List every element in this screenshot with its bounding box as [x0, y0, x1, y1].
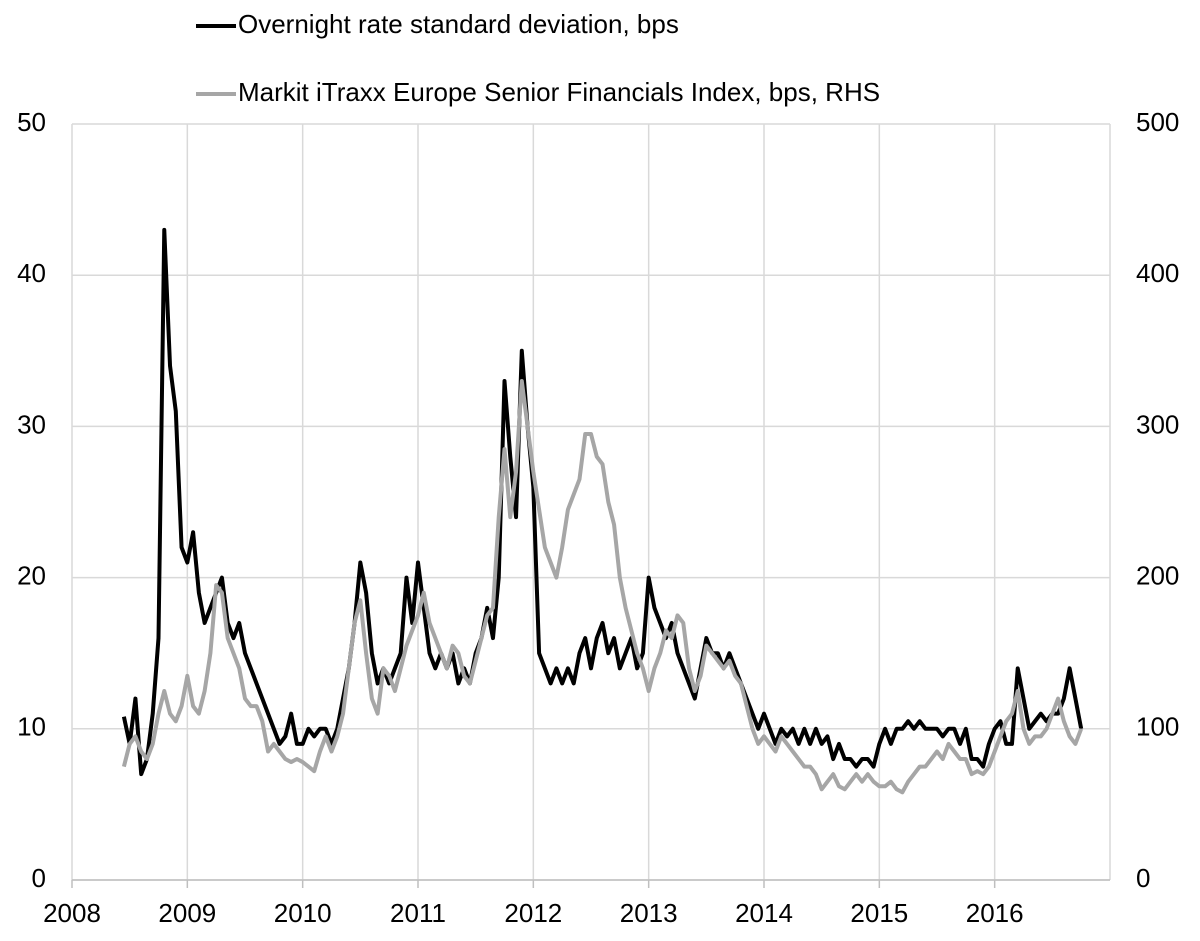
x-tick-label: 2010	[274, 898, 332, 928]
x-tick-label: 2008	[43, 898, 101, 928]
x-tick-label: 2011	[390, 898, 446, 928]
y-tick-label: 30	[17, 409, 46, 439]
x-tick-label: 2014	[735, 898, 793, 928]
y2-tick-label: 100	[1136, 712, 1179, 742]
x-tick-label: 2012	[504, 898, 562, 928]
x-tick-label: 2009	[158, 898, 216, 928]
y-tick-label: 0	[32, 863, 46, 893]
y2-tick-label: 400	[1136, 258, 1179, 288]
y2-tick-label: 300	[1136, 409, 1179, 439]
y-tick-label: 20	[17, 560, 46, 590]
x-tick-label: 2016	[966, 898, 1024, 928]
y2-tick-label: 0	[1136, 863, 1150, 893]
legend-label: Overnight rate standard deviation, bps	[238, 9, 679, 39]
y-tick-label: 50	[17, 107, 46, 137]
series-line	[121, 227, 1084, 777]
y-tick-label: 10	[17, 712, 46, 742]
x-tick-label: 2013	[620, 898, 678, 928]
y2-tick-label: 500	[1136, 107, 1179, 137]
legend-label: Markit iTraxx Europe Senior Financials I…	[238, 77, 880, 107]
x-tick-label: 2015	[850, 898, 908, 928]
y2-tick-label: 200	[1136, 560, 1179, 590]
y-tick-label: 40	[17, 258, 46, 288]
series-line	[121, 379, 1084, 795]
